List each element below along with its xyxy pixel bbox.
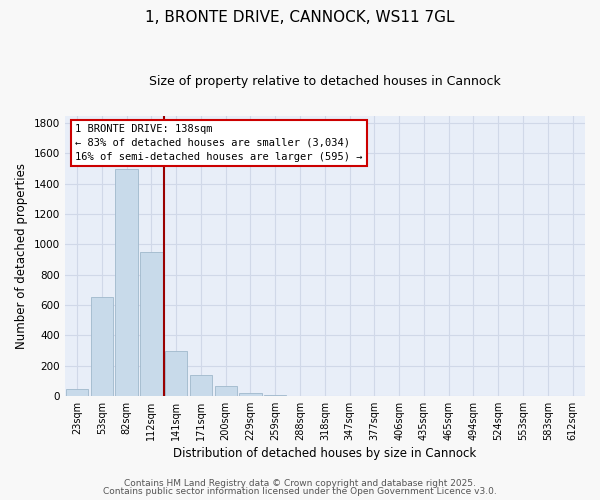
Bar <box>66 389 88 396</box>
Bar <box>140 252 163 396</box>
X-axis label: Distribution of detached houses by size in Cannock: Distribution of detached houses by size … <box>173 447 476 460</box>
Bar <box>165 351 187 396</box>
Bar <box>239 393 262 396</box>
Title: Size of property relative to detached houses in Cannock: Size of property relative to detached ho… <box>149 75 501 88</box>
Bar <box>264 395 286 396</box>
Bar <box>190 376 212 396</box>
Text: 1, BRONTE DRIVE, CANNOCK, WS11 7GL: 1, BRONTE DRIVE, CANNOCK, WS11 7GL <box>145 10 455 25</box>
Text: Contains public sector information licensed under the Open Government Licence v3: Contains public sector information licen… <box>103 487 497 496</box>
Text: 1 BRONTE DRIVE: 138sqm
← 83% of detached houses are smaller (3,034)
16% of semi-: 1 BRONTE DRIVE: 138sqm ← 83% of detached… <box>75 124 362 162</box>
Text: Contains HM Land Registry data © Crown copyright and database right 2025.: Contains HM Land Registry data © Crown c… <box>124 478 476 488</box>
Bar <box>115 170 138 396</box>
Bar <box>91 296 113 396</box>
Y-axis label: Number of detached properties: Number of detached properties <box>15 162 28 348</box>
Bar <box>215 386 237 396</box>
